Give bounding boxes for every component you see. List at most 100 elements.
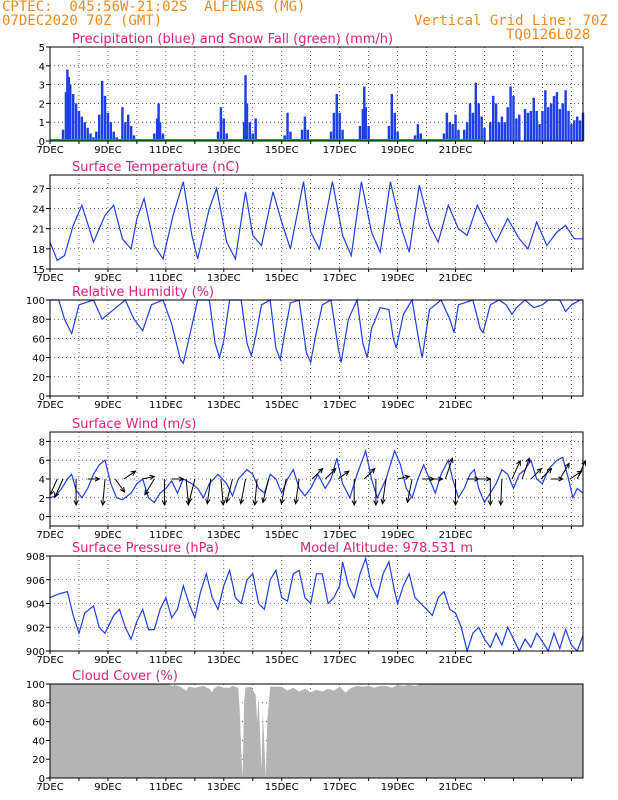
precipitation-frame [49, 46, 584, 142]
wind-arrow-shaft [220, 478, 224, 506]
wind-arrow-shaft [363, 468, 376, 480]
pressure-ytick-label: 902 [26, 623, 45, 634]
wind-arrow-shaft [188, 478, 196, 503]
cloud-ytick-label: 0 [39, 774, 45, 785]
cloud-xtick-label: 9DEC [94, 782, 121, 793]
wind-xtick-label: 19DEC [381, 530, 415, 541]
cloud-xtick-label: 7DEC [36, 782, 63, 793]
wind-arrow [54, 478, 64, 499]
wind-arrow [363, 467, 376, 480]
temperature-xtick-label: 7DEC [36, 273, 63, 284]
wind-xtick-label: 11DEC [149, 530, 183, 541]
wind-arrow [100, 478, 106, 507]
humidity-xtick-label: 13DEC [207, 400, 241, 411]
precip-bar [306, 129, 310, 141]
wind-arrow-head [448, 457, 454, 464]
temperature-ytick-label: 15 [32, 265, 45, 276]
wind-arrow [380, 478, 387, 505]
wind-arrow [444, 457, 454, 480]
wind-arrow [187, 478, 196, 504]
precip-bar [465, 122, 469, 141]
precip-bar [506, 107, 509, 141]
wind-arrow [521, 457, 531, 480]
precip-bar [529, 110, 533, 141]
precip-bar [541, 110, 544, 141]
precip-bar [121, 107, 124, 141]
pressure-ytick-label: 908 [26, 552, 45, 563]
wind-arrow-head [293, 498, 299, 505]
wind-arrow [161, 479, 168, 507]
precip-bar [129, 125, 133, 141]
precip-bar [471, 112, 475, 141]
wind-arrow [171, 476, 185, 482]
cloud-xtick-label: 17DEC [323, 782, 357, 793]
precipitation-ytick-label: 1 [39, 118, 45, 129]
run-date: 07DEC2020 70Z (GMT) [2, 13, 163, 29]
wind-line [49, 448, 584, 504]
precipitation-xtick-label: 11DEC [149, 145, 183, 156]
wind-arrow-shaft [521, 458, 530, 480]
wind-arrow [324, 467, 337, 480]
wind-arrow-shaft [262, 478, 270, 503]
precip-bar [544, 90, 547, 141]
wind-arrow-shaft [337, 470, 350, 480]
wind-arrow [279, 478, 287, 505]
wind-arrow-head [380, 498, 386, 505]
precip-bar [332, 112, 336, 141]
wind-arrow-head [546, 467, 553, 474]
precip-bar [289, 131, 292, 141]
humidity-ytick-label: 80 [32, 315, 45, 326]
temperature-panel: 15 18 21 24 27 7DEC 9DEC 11DEC 13DEC 15DEC 17DEC 19… [32, 160, 584, 284]
precip-bar [555, 92, 559, 141]
precipitation-xtick-label: 17DEC [323, 145, 357, 156]
wind-arrow-shaft [102, 478, 106, 506]
wind-arrow-head [525, 457, 531, 464]
wind-arrow-head [487, 500, 493, 507]
wind-arrow-head [54, 492, 60, 499]
cloud-ytick-label: 40 [32, 736, 45, 747]
wind-arrow-head [149, 474, 156, 480]
wind-arrow-head [119, 487, 126, 493]
precip-bar [448, 122, 451, 141]
wind-arrow [405, 478, 413, 504]
pressure-xtick-label: 13DEC [207, 655, 241, 666]
pressure-ytick-label: 906 [26, 576, 45, 587]
pressure-xtick-label: 17DEC [323, 655, 357, 666]
wind-ytick-label: 6 [39, 456, 45, 467]
pressure-xtick-label: 19DEC [381, 655, 415, 666]
precip-bar [61, 129, 65, 141]
precip-bar [518, 114, 521, 141]
precipitation-ytick-label: 2 [39, 99, 45, 110]
precip-bar [454, 114, 457, 141]
cloud-xtick-label: 11DEC [149, 782, 183, 793]
wind-arrow-shaft [254, 478, 258, 506]
wind-arrow-shaft [511, 460, 521, 480]
precip-bar [564, 90, 567, 141]
precip-bar [463, 129, 466, 141]
precip-bar [132, 135, 136, 141]
humidity-line [50, 297, 583, 365]
pressure-ytick-label: 900 [26, 647, 45, 658]
wind-arrow [511, 459, 521, 480]
temperature-ytick-label: 27 [32, 184, 45, 195]
wind-arrow-head [94, 476, 101, 482]
precip-bar [341, 129, 344, 141]
humidity-xtick-label: 21DEC [439, 400, 473, 411]
precip-bar [570, 124, 573, 141]
precip-bar [480, 116, 483, 141]
wind-ytick-label: 4 [39, 475, 45, 486]
wind-arrow-head [330, 467, 337, 474]
wind-arrow [87, 476, 101, 482]
wind-arrow [73, 479, 79, 507]
temperature-xtick-label: 11DEC [149, 273, 183, 284]
humidity-ytick-label: 40 [32, 354, 45, 365]
wind-arrow-head [220, 500, 226, 507]
precip-bar [367, 125, 370, 141]
temperature-title: Surface Temperature (nC) [72, 160, 240, 175]
precip-bar [303, 116, 307, 141]
temperature-xtick-label: 21DEC [439, 273, 473, 284]
precip-bar [451, 124, 454, 141]
wind-arrow [114, 478, 126, 493]
precip-bar [494, 103, 498, 141]
